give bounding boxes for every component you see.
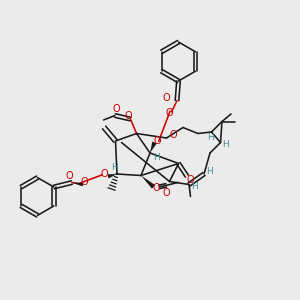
Text: O: O — [169, 130, 177, 140]
Polygon shape — [72, 182, 83, 186]
Text: O: O — [153, 183, 160, 193]
Text: O: O — [124, 111, 132, 121]
Text: H: H — [111, 163, 118, 172]
Text: H: H — [223, 140, 229, 149]
Text: H: H — [153, 153, 160, 162]
Text: O: O — [66, 171, 73, 181]
Polygon shape — [107, 174, 117, 178]
Text: H: H — [206, 167, 213, 176]
Text: O: O — [165, 108, 173, 118]
Text: O: O — [112, 104, 120, 114]
Text: O: O — [81, 177, 88, 187]
Text: O: O — [162, 188, 170, 198]
Text: H: H — [207, 134, 213, 142]
Polygon shape — [150, 142, 157, 153]
Polygon shape — [141, 176, 155, 189]
Text: O: O — [153, 136, 161, 146]
Text: O: O — [186, 175, 194, 185]
Text: O: O — [163, 93, 170, 103]
Text: O: O — [100, 169, 108, 179]
Text: H: H — [191, 182, 198, 191]
